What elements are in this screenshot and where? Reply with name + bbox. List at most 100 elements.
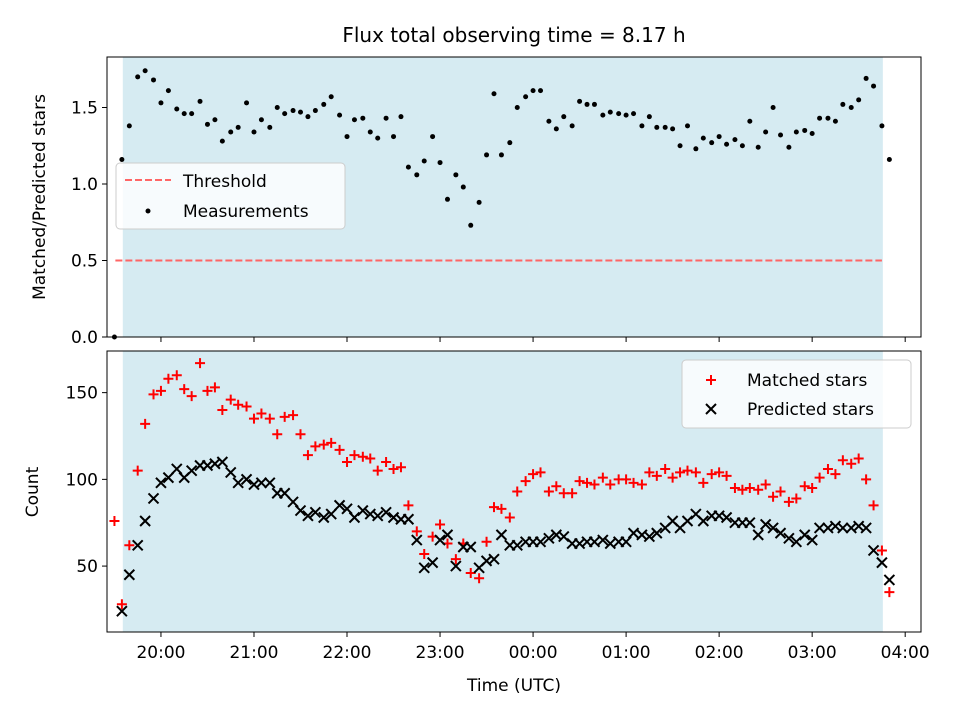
- legend-matched-marker: [706, 375, 716, 385]
- matched-star-point: [365, 453, 376, 464]
- legend-predicted-label: Predicted stars: [747, 400, 874, 420]
- measurement-point: [375, 135, 381, 141]
- predicted-star-point: [774, 527, 787, 539]
- matched-star-point: [481, 536, 492, 547]
- ratio-x-ticks: [160, 337, 906, 342]
- predicted-star-point: [534, 536, 547, 548]
- matched-star-point: [403, 500, 414, 511]
- measurement-point: [484, 152, 490, 158]
- measurement-points: [111, 68, 892, 340]
- matched-star-point: [272, 429, 283, 440]
- measurement-point: [530, 88, 536, 94]
- matched-star-point: [729, 483, 740, 494]
- measurement-point: [142, 68, 148, 74]
- count-legend: Matched stars Predicted stars: [681, 359, 912, 429]
- matched-star-point: [395, 462, 406, 473]
- predicted-star-point: [216, 456, 229, 468]
- matched-star-point: [698, 477, 709, 488]
- matched-star-point: [302, 450, 313, 461]
- predicted-star-point: [147, 492, 160, 505]
- predicted-star-point: [264, 477, 276, 489]
- matched-star-point: [651, 470, 662, 481]
- predicted-star-point: [744, 517, 756, 529]
- chart-title: Flux total observing time = 8.17 h: [342, 23, 685, 47]
- matched-star-point: [861, 474, 872, 485]
- matched-star-point: [264, 413, 275, 424]
- matched-star-point: [279, 411, 290, 422]
- measurement-point: [631, 111, 637, 117]
- measurement-point: [793, 129, 799, 135]
- matched-star-point: [326, 437, 337, 448]
- matched-star-point: [876, 545, 887, 556]
- measurement-point: [716, 134, 722, 140]
- matched-star-point: [783, 496, 794, 507]
- predicted-star-point: [418, 562, 430, 574]
- measurement-point: [235, 124, 241, 130]
- measurement-point: [158, 100, 164, 106]
- measurement-point: [569, 123, 575, 129]
- measurement-point: [181, 111, 187, 117]
- measurement-point: [498, 152, 504, 158]
- matched-star-point: [682, 465, 693, 476]
- measurement-point: [607, 109, 613, 115]
- matched-star-point: [450, 554, 461, 565]
- predicted-star-point: [278, 487, 291, 499]
- measurement-point: [840, 101, 846, 107]
- x-tick-label: 02:00: [695, 643, 744, 663]
- x-tick-label: 04:00: [881, 643, 930, 663]
- measurement-point: [274, 104, 280, 110]
- measurement-point: [809, 131, 815, 137]
- predicted-star-point: [681, 515, 694, 527]
- matched-star-point: [822, 463, 833, 474]
- predicted-star-point: [441, 529, 454, 541]
- matched-star-point: [535, 467, 546, 478]
- count-legend-box: [681, 359, 912, 429]
- count-y-axis-label: Count: [23, 466, 43, 517]
- measurement-point: [398, 114, 404, 120]
- measurement-point: [460, 184, 466, 190]
- measurement-point: [724, 141, 730, 147]
- predicted-star-point: [255, 477, 268, 489]
- matched-star-point: [853, 453, 864, 464]
- measurement-point: [174, 106, 180, 112]
- measurement-point: [383, 115, 389, 121]
- measurement-point: [786, 144, 792, 150]
- matched-star-point: [636, 479, 647, 490]
- x-tick-label: 01:00: [602, 643, 651, 663]
- matched-star-point: [512, 486, 523, 497]
- matched-star-point: [334, 444, 345, 455]
- matched-star-point: [388, 463, 399, 474]
- matched-star-point: [868, 500, 879, 511]
- predicted-star-point: [162, 471, 175, 484]
- predicted-star-point: [380, 506, 392, 519]
- measurement-point: [709, 140, 715, 146]
- measurement-point: [476, 199, 482, 205]
- measurement-point: [584, 101, 590, 107]
- ratio-y-axis: 0.0 0.5 1.0 1.5: [71, 98, 107, 348]
- matched-star-point: [675, 467, 686, 478]
- predicted-star-point: [720, 511, 733, 524]
- matched-star-point: [419, 548, 430, 559]
- predicted-star-point: [883, 574, 896, 586]
- predicted-star-point: [752, 529, 764, 541]
- matched-star-point: [411, 526, 422, 537]
- ratio-legend: Threshold Measurements: [115, 162, 346, 230]
- matched-star-point: [520, 476, 531, 487]
- predicted-star-point: [402, 513, 415, 525]
- matched-star-point: [807, 483, 818, 494]
- predicted-star-point: [318, 511, 330, 524]
- matched-star-point: [714, 467, 725, 478]
- matched-star-point: [791, 493, 802, 504]
- predicted-star-point: [348, 511, 361, 524]
- x-tick-label: 23:00: [416, 643, 465, 663]
- y-tick-label: 50: [76, 557, 98, 577]
- predicted-star-point: [411, 534, 423, 546]
- predicted-star-point: [604, 537, 616, 550]
- y-tick-label: 0.5: [71, 251, 98, 271]
- measurement-point: [623, 112, 629, 118]
- measurement-point: [538, 88, 544, 94]
- matched-star-point: [116, 599, 127, 610]
- measurement-point: [282, 111, 288, 117]
- matched-star-point: [814, 472, 825, 483]
- measurement-point: [871, 83, 877, 89]
